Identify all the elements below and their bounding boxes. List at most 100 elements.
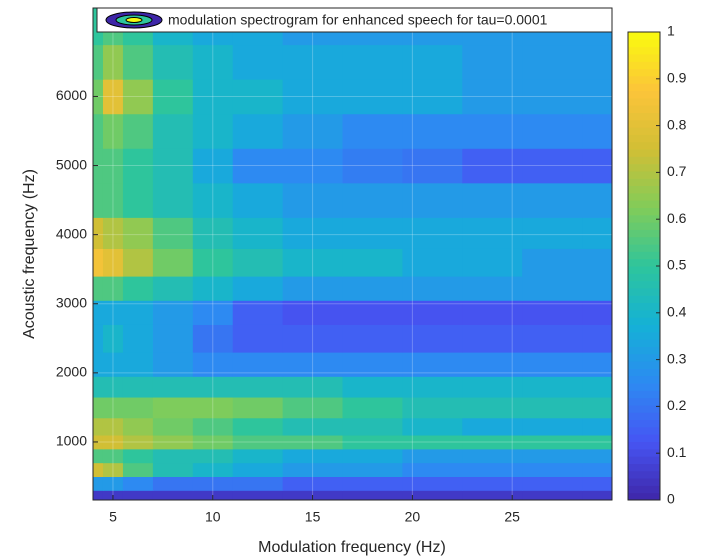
x-tick-label: 20 [405,509,421,525]
contour-cell [152,182,194,218]
contour-cell [93,148,104,184]
colorbar-swatch [628,178,660,187]
contour-cell [282,44,344,80]
contour-cell [282,435,344,450]
colorbar-swatch [628,317,660,325]
contour-cell [102,462,124,478]
contour-cell [282,248,344,277]
contour-cell [152,79,194,115]
contour-cell [402,448,463,464]
contour-cell [342,490,403,501]
contour-cell [342,148,403,184]
contour-cell [93,435,104,450]
colorbar-swatch [628,492,660,501]
contour-cell [282,217,344,249]
contour-cell [582,397,613,419]
contour-cell [282,376,344,398]
contour-cell [522,300,583,325]
contour-cell [93,248,104,277]
contour-cell [93,182,104,218]
contour-cell [522,276,583,301]
contour-cell [122,397,154,419]
colorbar-tick-label: 1 [667,23,675,39]
contour-cell [522,417,583,436]
contour-cell [93,217,104,249]
contour-cell [232,79,284,115]
contour-cell [102,248,124,277]
colorbar-swatch [628,361,660,369]
colorbar-swatch [628,141,660,150]
contour-cell [93,276,104,301]
contour-cell [342,79,403,115]
contour-cell [402,397,463,419]
contour-cell [232,182,284,218]
contour-cell [102,79,124,115]
contour-cell [122,276,154,301]
contour-cell [402,113,463,149]
contour-cell [582,435,613,450]
contour-cell [282,148,344,184]
contour-cell [93,490,104,501]
colorbar-swatch [628,39,660,48]
colorbar-swatch [628,75,660,84]
contour-cell [192,300,234,325]
contour-cell [582,217,613,249]
contour-cell [122,217,154,249]
contour-cell [402,148,463,184]
contour-cell [192,462,234,478]
colorbar-swatch [628,456,660,464]
colorbar-swatch [628,229,660,238]
contour-cell [402,276,463,301]
contour-cell [102,476,124,491]
contour-cell [122,79,154,115]
contour-cell [462,462,523,478]
contour-cell [282,182,344,218]
contour-cell [522,397,583,419]
colorbar-swatch [628,346,660,355]
contour-cell [152,324,194,353]
contour-cell [342,462,403,478]
colorbar-swatch [628,127,660,135]
contour-cell [462,490,523,501]
colorbar-swatch [628,375,660,384]
contour-cell [402,44,463,80]
contour-cell [582,476,613,491]
contour-cell [122,376,154,398]
contour-cell [232,435,284,450]
x-tick-label: 5 [109,509,117,525]
contour-cell [232,462,284,478]
colorbar-tick-label: 0.5 [667,257,687,273]
colorbar-swatch [628,68,660,77]
legend-label: modulation spectrogram for enhanced spee… [168,12,548,28]
colorbar-swatch [628,83,660,91]
contour-cell [93,324,104,353]
contour-cell [232,113,284,149]
contour-cell [93,417,104,436]
contour-cell [582,417,613,436]
contour-cell [152,376,194,398]
contour-cell [152,490,194,501]
contour-cell [232,276,284,301]
colorbar-swatch [628,273,660,282]
contour-cell [582,462,613,478]
contour-cell [102,182,124,218]
contour-cell [342,352,403,377]
colorbar-swatch [628,163,660,172]
colorbar-tick-label: 0.6 [667,210,687,226]
colorbar-tick-label: 0 [667,491,675,507]
contour-cell [122,182,154,218]
contour-cell [232,490,284,501]
colorbar-swatch [628,258,660,267]
colorbar-tick-label: 0.3 [667,350,687,366]
contour-cell [522,352,583,377]
colorbar-tick-label: 0.9 [667,70,687,86]
contour-cell [522,217,583,249]
contour-cell [522,182,583,218]
contour-cell [522,248,583,277]
contour-cell [342,217,403,249]
colorbar-swatch [628,32,660,40]
contour-cell [192,248,234,277]
contour-cell [93,113,104,149]
colorbar-swatch [628,207,660,216]
contour-cell [192,217,234,249]
